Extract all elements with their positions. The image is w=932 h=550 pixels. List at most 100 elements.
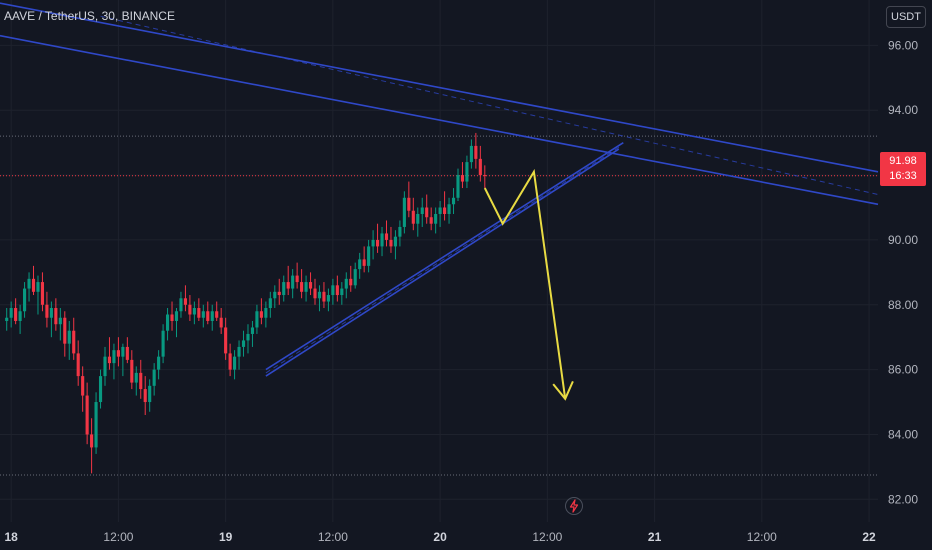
time-tick-label: 12:00 — [318, 530, 348, 544]
candle-body — [317, 291, 322, 299]
ascending-trendline-upper — [265, 142, 624, 371]
candle-body — [322, 291, 326, 302]
candle-body — [125, 346, 129, 360]
time-tick-label: 12:00 — [747, 530, 777, 544]
ascending-trendline-lower — [265, 148, 620, 377]
candle-body — [237, 346, 241, 357]
candle-body — [447, 204, 451, 214]
candle-body — [451, 197, 456, 205]
time-axis[interactable]: 18 12:00 19 12:00 20 12:00 21 12:00 22 — [4, 530, 876, 544]
candle-body — [465, 162, 469, 182]
projection-path — [483, 168, 567, 399]
candle-body — [54, 308, 58, 325]
candle-body — [165, 314, 170, 331]
currency-button[interactable]: USDT — [886, 6, 926, 28]
candle-body — [85, 395, 89, 435]
candle-body — [210, 311, 214, 321]
time-tick-label: 12:00 — [532, 530, 562, 544]
candle-body — [18, 311, 22, 321]
candle-body — [398, 226, 402, 237]
candle-body — [148, 385, 152, 403]
descending-channel-mid — [100, 15, 879, 195]
price-tick-label: 86.00 — [888, 363, 918, 377]
time-tick-label: 20 — [433, 530, 447, 544]
candle-body — [478, 158, 482, 176]
descending-channel-lower — [0, 34, 879, 206]
candle-body — [67, 330, 71, 344]
candle-body — [420, 207, 424, 214]
candle-body — [411, 210, 415, 224]
candle-body — [90, 434, 94, 448]
price-tick-label: 84.00 — [888, 427, 918, 441]
candle-body — [407, 197, 411, 211]
candle-body — [14, 308, 18, 321]
price-tick-label: 94.00 — [888, 103, 918, 117]
candle-body — [304, 282, 308, 292]
candle-body — [183, 298, 187, 305]
last-price-tag: 91.98 16:33 — [880, 152, 926, 186]
candle-body — [219, 317, 223, 328]
candle-body — [362, 259, 366, 266]
candle-body — [121, 346, 125, 357]
candle-body — [291, 275, 295, 289]
candle-body — [344, 278, 348, 289]
chart-drawings[interactable] — [0, 2, 879, 401]
candle-body — [107, 356, 112, 364]
candle-body — [63, 317, 67, 344]
candle-body — [434, 213, 438, 224]
candle-body — [134, 372, 138, 383]
candle-body — [402, 197, 406, 227]
projection-arrowhead — [552, 380, 574, 401]
candle-body — [340, 288, 344, 296]
candle-body — [31, 278, 36, 292]
candle-body — [443, 207, 447, 214]
candle-body — [425, 207, 429, 218]
candle-body — [179, 298, 183, 312]
candle-body — [72, 330, 76, 354]
candle-body — [380, 233, 384, 247]
candle-body — [224, 327, 228, 354]
price-tick-label: 88.00 — [888, 298, 918, 312]
candle-body — [300, 282, 304, 292]
candle-body — [139, 372, 143, 390]
candle-body — [349, 278, 353, 286]
candle-body — [81, 376, 85, 396]
candle-body — [438, 207, 442, 214]
candle-body — [94, 402, 98, 448]
candle-body — [103, 356, 107, 377]
candle-body — [367, 246, 371, 266]
candle-body — [259, 311, 263, 318]
descending-channel-upper — [0, 2, 879, 173]
candle-body — [250, 327, 255, 334]
candle-body — [358, 259, 362, 270]
candle-body — [268, 298, 272, 309]
candle-body — [170, 314, 174, 321]
candle-body — [197, 308, 201, 318]
symbol-title: AAVE / TetherUS, 30, BINANCE — [4, 9, 175, 23]
lightning-icon[interactable] — [565, 497, 583, 515]
candle-body — [215, 311, 219, 318]
candle-body — [40, 282, 45, 305]
candle-body — [483, 175, 487, 177]
candle-body — [393, 236, 397, 247]
candle-body — [469, 145, 473, 163]
time-tick-label: 19 — [219, 530, 233, 544]
candle-body — [45, 304, 49, 318]
candle-body — [143, 389, 147, 403]
bar-countdown: 16:33 — [889, 170, 917, 182]
candle-body — [326, 295, 330, 302]
candle-body — [264, 308, 268, 318]
candle-body — [384, 233, 389, 240]
candle-body — [353, 269, 357, 286]
time-tick-label: 18 — [4, 530, 18, 544]
candle-body — [206, 311, 210, 321]
candle-body — [375, 239, 380, 247]
candle-body — [331, 285, 335, 296]
candle-body — [416, 213, 420, 224]
candle-body — [174, 311, 179, 321]
candle-body — [5, 317, 9, 321]
candle-body — [335, 285, 339, 296]
candle-body — [255, 311, 259, 328]
